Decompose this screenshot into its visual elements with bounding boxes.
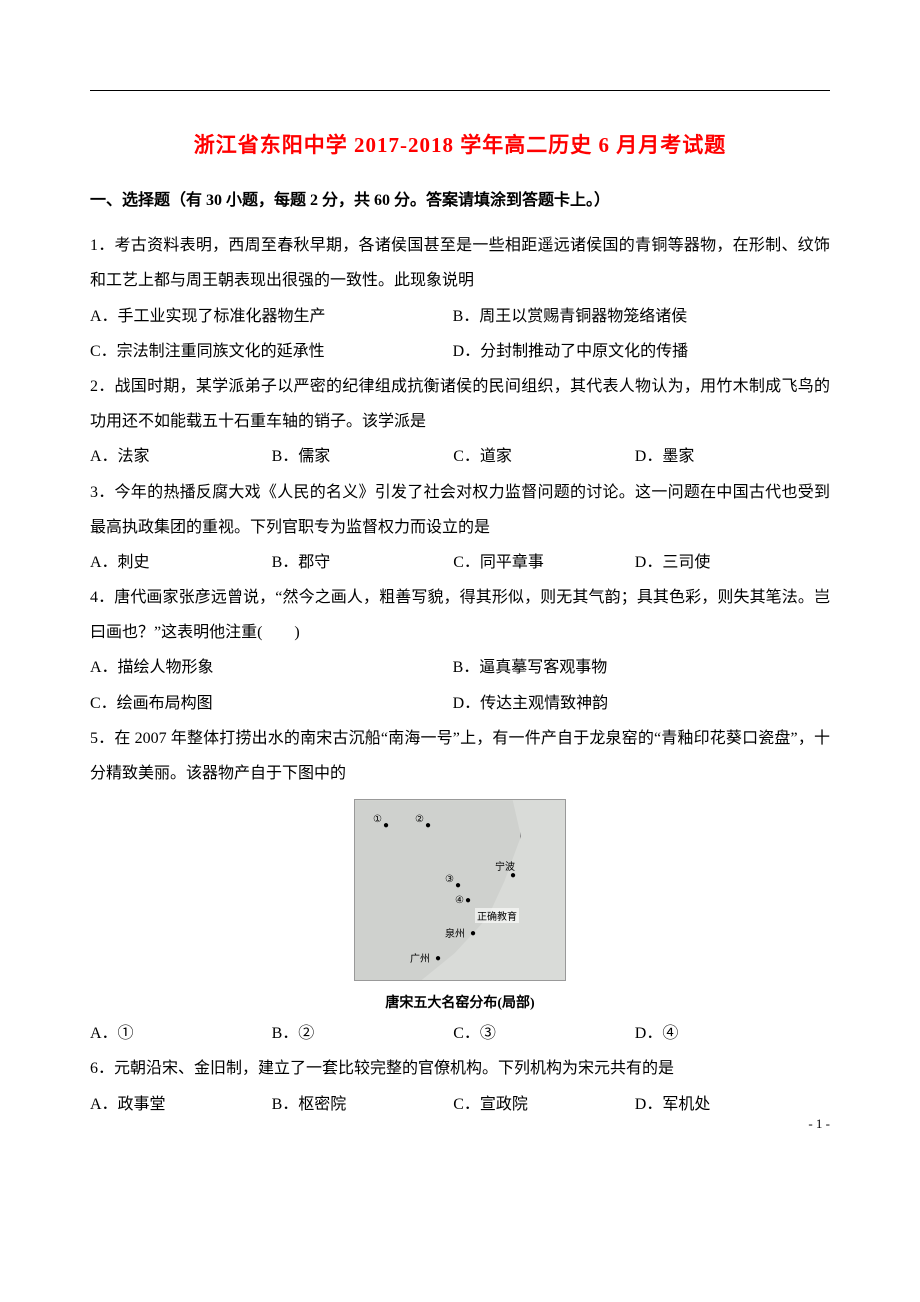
question-options: A．① B．② C．③ D．④ [90, 1016, 830, 1051]
map-label-4: ④ [455, 895, 464, 906]
question-options: C．绘画布局构图D．传达主观情致神韵 [90, 686, 830, 721]
map-figure: ● ① ● ② 宁波 ● ● ③ ● ④ 正确教育 泉州 ● 广州 ● 唐宋五大… [90, 799, 830, 1012]
exam-page: 浙江省东阳中学 2017-2018 学年高二历史 6 月月考试题 一、选择题（有… [0, 0, 920, 1162]
option-c: C．宣政院 [453, 1087, 631, 1122]
option-d: D．④ [635, 1016, 813, 1051]
option-a: A．政事堂 [90, 1087, 268, 1122]
top-divider [90, 90, 830, 91]
option-c: C．同平章事 [453, 545, 631, 580]
map-image: ● ① ● ② 宁波 ● ● ③ ● ④ 正确教育 泉州 ● 广州 ● [354, 799, 566, 981]
map-label-1: ① [373, 814, 382, 825]
option-d: D．传达主观情致神韵 [453, 686, 816, 721]
question-options: A．手工业实现了标准化器物生产B．周王以赏赐青铜器物笼络诸侯 [90, 299, 830, 334]
question-2: 2．战国时期，某学派弟子以严密的纪律组成抗衡诸侯的民间组织，其代表人物认为，用竹… [90, 369, 830, 475]
map-city-point: ● [435, 953, 441, 964]
map-point-3: ● [455, 880, 461, 891]
question-stem: 1．考古资料表明，西周至春秋早期，各诸侯国甚至是一些相距遥远诸侯国的青铜等器物，… [90, 228, 830, 298]
question-stem: 6．元朝沿宋、金旧制，建立了一套比较完整的官僚机构。下列机构为宋元共有的是 [90, 1051, 830, 1086]
question-options: A．政事堂 B．枢密院 C．宣政院 D．军机处 [90, 1087, 830, 1122]
option-c: C．绘画布局构图 [90, 686, 453, 721]
option-b: B．逼真摹写客观事物 [453, 650, 816, 685]
map-label-3: ③ [445, 874, 454, 885]
exam-title: 浙江省东阳中学 2017-2018 学年高二历史 6 月月考试题 [90, 129, 830, 159]
option-b: B．周王以赏赐青铜器物笼络诸侯 [453, 299, 816, 334]
option-c: C．宗法制注重同族文化的延承性 [90, 334, 453, 369]
question-6: 6．元朝沿宋、金旧制，建立了一套比较完整的官僚机构。下列机构为宋元共有的是 A．… [90, 1051, 830, 1121]
map-city-point: ● [510, 870, 516, 881]
question-4: 4．唐代画家张彦远曾说，“然今之画人，粗善写貌，得其形似，则无其气韵；具其色彩，… [90, 580, 830, 721]
option-d: D．墨家 [635, 439, 813, 474]
page-number: - 1 - [808, 1116, 830, 1132]
question-options: A．描绘人物形象B．逼真摹写客观事物 [90, 650, 830, 685]
question-stem: 5．在 2007 年整体打捞出水的南宋古沉船“南海一号”上，有一件产自于龙泉窑的… [90, 721, 830, 791]
option-d: D．三司使 [635, 545, 813, 580]
question-3: 3．今年的热播反腐大戏《人民的名义》引发了社会对权力监督问题的讨论。这一问题在中… [90, 475, 830, 581]
question-stem: 4．唐代画家张彦远曾说，“然今之画人，粗善写貌，得其形似，则无其气韵；具其色彩，… [90, 580, 830, 650]
map-point-2: ● [425, 820, 431, 831]
map-city-guangzhou: 广州 [410, 950, 430, 965]
question-5: 5．在 2007 年整体打捞出水的南宋古沉船“南海一号”上，有一件产自于龙泉窑的… [90, 721, 830, 1052]
option-c: C．道家 [453, 439, 631, 474]
map-caption: 唐宋五大名窑分布(局部) [90, 992, 830, 1012]
map-watermark: 正确教育 [475, 908, 519, 923]
map-label-2: ② [415, 814, 424, 825]
option-a: A．手工业实现了标准化器物生产 [90, 299, 453, 334]
option-d: D．军机处 [635, 1087, 813, 1122]
question-1: 1．考古资料表明，西周至春秋早期，各诸侯国甚至是一些相距遥远诸侯国的青铜等器物，… [90, 228, 830, 369]
section-header: 一、选择题（有 30 小题，每题 2 分，共 60 分。答案请填涂到答题卡上。） [90, 183, 830, 218]
map-city-point: ● [470, 928, 476, 939]
question-options: C．宗法制注重同族文化的延承性D．分封制推动了中原文化的传播 [90, 334, 830, 369]
option-a: A．法家 [90, 439, 268, 474]
option-b: B．② [272, 1016, 450, 1051]
question-stem: 2．战国时期，某学派弟子以严密的纪律组成抗衡诸侯的民间组织，其代表人物认为，用竹… [90, 369, 830, 439]
question-options: A．刺史 B．郡守 C．同平章事 D．三司使 [90, 545, 830, 580]
question-options: A．法家 B．儒家 C．道家 D．墨家 [90, 439, 830, 474]
map-point-1: ● [383, 820, 389, 831]
option-b: B．儒家 [272, 439, 450, 474]
option-a: A．描绘人物形象 [90, 650, 453, 685]
option-d: D．分封制推动了中原文化的传播 [453, 334, 816, 369]
option-a: A．刺史 [90, 545, 268, 580]
option-c: C．③ [453, 1016, 631, 1051]
option-b: B．枢密院 [272, 1087, 450, 1122]
map-city-quanzhou: 泉州 [445, 925, 465, 940]
map-point-4: ● [465, 895, 471, 906]
option-a: A．① [90, 1016, 268, 1051]
question-stem: 3．今年的热播反腐大戏《人民的名义》引发了社会对权力监督问题的讨论。这一问题在中… [90, 475, 830, 545]
option-b: B．郡守 [272, 545, 450, 580]
